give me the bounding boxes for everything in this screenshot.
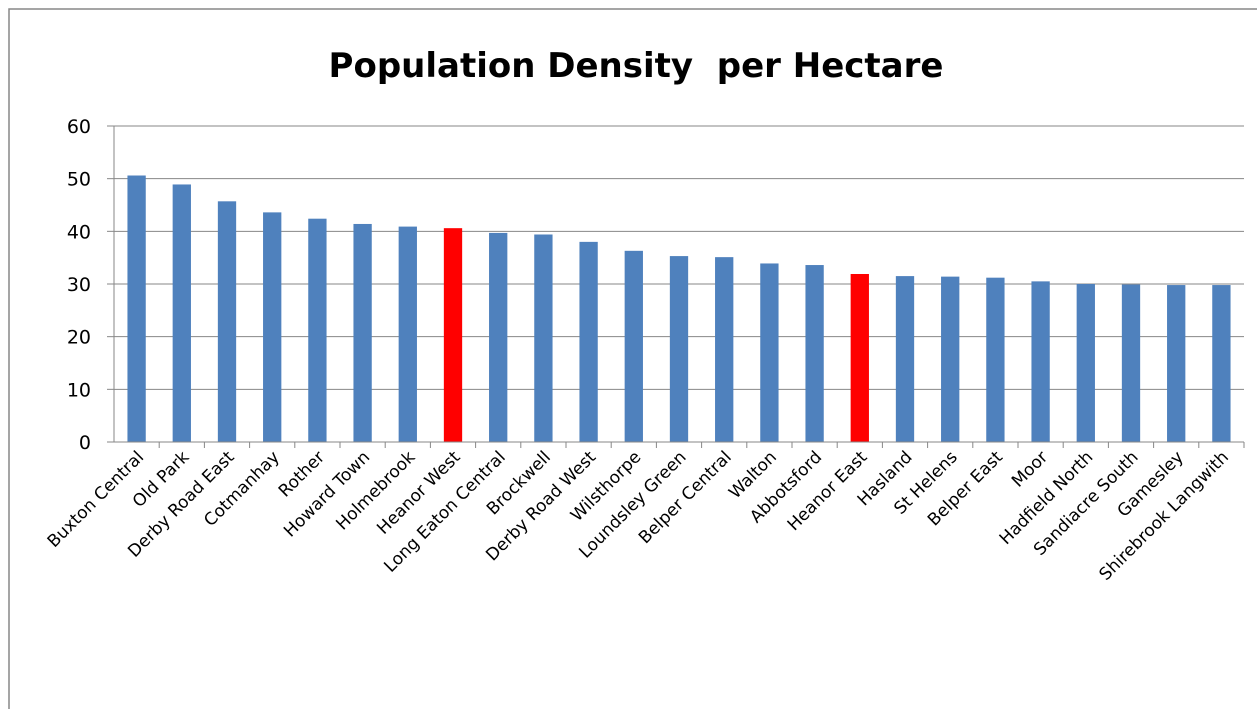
bar bbox=[263, 212, 282, 442]
bar bbox=[534, 234, 553, 442]
y-tick-label: 50 bbox=[67, 169, 91, 191]
bar bbox=[1076, 284, 1095, 442]
bar bbox=[941, 276, 960, 442]
bar bbox=[172, 184, 191, 442]
bars bbox=[127, 175, 1231, 443]
bar bbox=[669, 256, 689, 442]
bar bbox=[1121, 284, 1141, 442]
bar bbox=[1167, 285, 1186, 442]
y-tick-labels: 0 10 20 30 40 50 60 bbox=[67, 116, 91, 454]
y-tick-label: 20 bbox=[67, 327, 91, 349]
bar bbox=[1212, 285, 1231, 442]
bar bbox=[489, 232, 508, 442]
y-tick-label: 10 bbox=[67, 379, 91, 401]
y-tick-label: 40 bbox=[67, 221, 91, 243]
bar bbox=[127, 175, 146, 443]
bar bbox=[217, 201, 237, 442]
bar bbox=[760, 263, 779, 442]
y-tick-label: 30 bbox=[67, 274, 91, 296]
bar bbox=[895, 276, 915, 442]
chart-title: Population Density per Hectare bbox=[329, 46, 944, 86]
bar bbox=[715, 257, 734, 442]
bar-highlighted bbox=[443, 228, 463, 442]
bar bbox=[1031, 281, 1050, 442]
bar bbox=[398, 226, 417, 442]
axes bbox=[107, 125, 1245, 448]
bar bbox=[805, 265, 824, 442]
y-tick-label: 60 bbox=[67, 116, 91, 138]
bar bbox=[986, 277, 1005, 442]
bar bbox=[624, 250, 643, 442]
bar bbox=[308, 218, 327, 442]
y-tick-label: 0 bbox=[79, 432, 91, 454]
bar-highlighted bbox=[850, 273, 869, 442]
bar bbox=[353, 223, 372, 442]
bar bbox=[579, 241, 598, 442]
